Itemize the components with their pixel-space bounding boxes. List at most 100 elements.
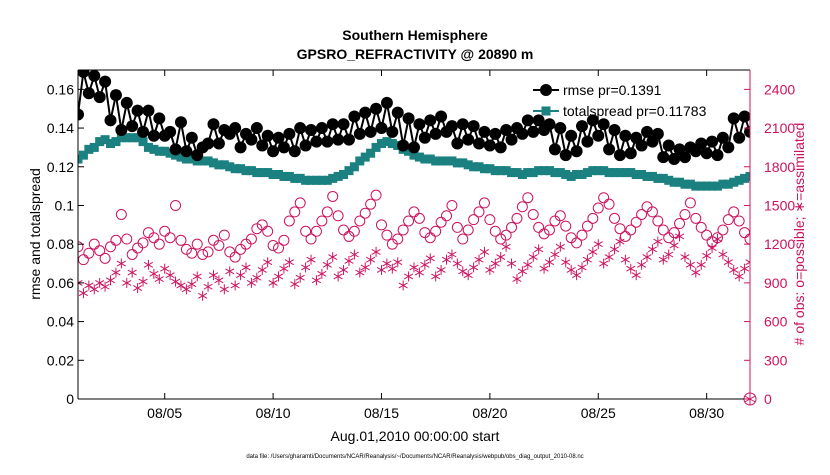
obs-assimilated-point	[236, 270, 246, 281]
obs-assimilated-point	[198, 290, 208, 301]
obs-possible-point	[619, 230, 631, 242]
y-tick-label: 0.04	[47, 314, 74, 330]
obs-assimilated-point	[712, 234, 723, 245]
obs-assimilated-stroke	[203, 283, 213, 290]
y2-tick-label: 1800	[764, 159, 795, 175]
obs-possible-point	[728, 206, 740, 218]
totalspread-point	[382, 137, 392, 147]
obs-assimilated-stroke	[609, 246, 620, 253]
obs-possible-point	[381, 229, 393, 241]
totalspread-point	[257, 168, 267, 178]
x-tick-label: 08/10	[256, 405, 291, 421]
obs-possible-point	[581, 220, 593, 232]
totalspread-point	[89, 142, 99, 152]
chart-title: Southern Hemisphere	[342, 27, 488, 43]
obs-assimilated-stroke	[664, 251, 674, 258]
rmse-point	[641, 125, 654, 138]
obs-possible-point	[690, 212, 702, 224]
obs-assimilated-point	[333, 271, 343, 282]
obs-possible-point	[506, 221, 518, 233]
obs-possible-point	[522, 192, 534, 204]
obs-assimilated-stroke	[674, 233, 685, 240]
totalspread-point	[637, 170, 647, 180]
obs-assimilated-point	[512, 274, 522, 285]
obs-assimilated-stroke	[404, 273, 414, 280]
y2-tick-label: 2400	[764, 81, 795, 97]
obs-assimilated-stroke	[642, 254, 652, 261]
obs-possible-point	[170, 199, 182, 211]
rmse-point	[559, 149, 572, 162]
rmse-point	[169, 143, 182, 156]
rmse-point	[88, 70, 101, 82]
obs-assimilated-point	[100, 281, 110, 292]
totalspread-point	[301, 175, 311, 185]
rmse-point	[424, 114, 437, 127]
rmse-point	[592, 129, 605, 142]
rmse-point	[277, 141, 290, 154]
obs-assimilated-point	[615, 236, 625, 247]
obs-assimilated-point	[208, 270, 219, 281]
totalspread-point	[311, 175, 321, 185]
totalspread-point	[485, 164, 495, 174]
rmse-point	[267, 145, 280, 158]
x-tick-label: 08/20	[472, 405, 507, 421]
obs-assimilated-stroke	[707, 245, 717, 251]
rmse-point	[418, 131, 431, 144]
obs-assimilated-point	[376, 264, 387, 275]
rmse-point	[624, 147, 637, 160]
obs-assimilated-point	[317, 268, 327, 279]
obs-possible-point	[300, 225, 312, 237]
totalspread-point	[290, 173, 300, 183]
obs-assimilated-point	[187, 279, 197, 290]
obs-assimilated-stroke	[111, 269, 121, 276]
obs-assimilated-stroke	[246, 279, 256, 286]
totalspread-point	[707, 181, 717, 191]
obs-assimilated-stroke	[658, 256, 668, 263]
obs-possible-point	[598, 192, 610, 204]
totalspread-point	[544, 166, 554, 176]
obs-assimilated-point	[138, 276, 148, 287]
obs-possible-point	[403, 215, 415, 227]
rmse-point	[722, 141, 735, 154]
obs-assimilated-point	[582, 254, 592, 265]
obs-assimilated-point	[284, 257, 294, 268]
obs-possible-point	[457, 233, 469, 245]
rmse-point	[212, 137, 225, 150]
obs-assimilated-point	[469, 262, 479, 273]
totalspread-point	[360, 152, 370, 162]
obs-assimilated-point	[696, 259, 706, 270]
obs-assimilated-stroke	[127, 269, 137, 276]
rmse-point	[581, 135, 594, 148]
totalspread-point	[95, 137, 105, 147]
obs-assimilated-stroke	[349, 251, 359, 258]
totalspread-point	[84, 144, 94, 154]
rmse-point	[445, 120, 458, 133]
rmse-point	[321, 135, 334, 148]
obs-assimilated-stroke	[160, 265, 170, 272]
obs-assimilated-point	[219, 284, 229, 295]
rmse-point	[500, 123, 513, 136]
obs-assimilated-stroke	[506, 260, 517, 267]
obs-assimilated-point	[658, 254, 668, 265]
obs-assimilated-stroke	[273, 273, 284, 280]
obs-assimilated-stroke	[95, 279, 105, 286]
rmse-point	[288, 145, 301, 158]
obs-assimilated-point	[485, 264, 495, 275]
obs-assimilated-stroke	[588, 248, 598, 255]
obs-possible-point	[446, 199, 458, 211]
totalspread-point	[479, 164, 489, 174]
obs-assimilated-point	[561, 257, 571, 268]
obs-assimilated-stroke	[436, 267, 446, 273]
obs-assimilated-stroke	[469, 264, 479, 271]
obs-possible-point	[348, 225, 360, 237]
obs-assimilated-point	[116, 258, 126, 269]
obs-assimilated-stroke	[263, 259, 273, 266]
obs-assimilated-point	[718, 249, 728, 260]
rmse-point	[82, 87, 95, 100]
obs-assimilated-point	[420, 259, 430, 270]
rmse-point	[375, 122, 388, 135]
rmse-point	[147, 129, 160, 142]
rmse-point	[104, 114, 117, 127]
rmse-point	[131, 104, 144, 117]
rmse-point	[554, 122, 567, 135]
